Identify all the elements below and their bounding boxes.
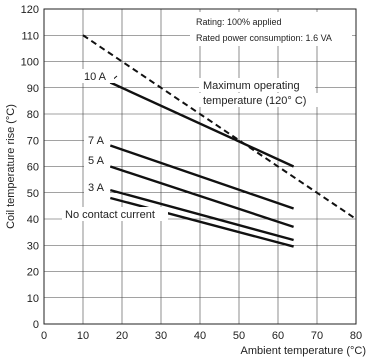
y-tick-label: 30	[27, 240, 39, 252]
series-line-4	[109, 196, 294, 248]
x-tick-label: 40	[194, 330, 206, 342]
annotation-backgrounds	[62, 69, 325, 221]
y-tick-label: 70	[27, 135, 39, 147]
series-line-0	[109, 81, 295, 168]
annotation-background	[84, 133, 110, 147]
rating-note-box	[190, 12, 352, 46]
plot-frame	[43, 8, 357, 325]
series-line-2	[109, 165, 294, 229]
x-tick-label: 20	[116, 330, 128, 342]
rating-note: Rating: 100% applied	[196, 17, 282, 27]
label-5a: 5 A	[88, 155, 105, 167]
label-max-operating-line2: temperature (120° C)	[203, 95, 306, 107]
x-tick-label: 60	[272, 330, 284, 342]
y-tick-label: 110	[21, 30, 39, 42]
series-line-5	[82, 34, 357, 220]
series-line-3	[109, 188, 294, 242]
y-tick-label: 40	[27, 214, 39, 226]
x-tick-label: 30	[155, 330, 167, 342]
y-tick-label: 90	[27, 83, 39, 95]
x-tick-label: 50	[233, 330, 245, 342]
x-axis-title: Ambient temperature (°C)	[241, 345, 366, 357]
x-tick-label: 10	[77, 330, 89, 342]
y-tick-label: 100	[21, 57, 39, 69]
label-max-operating-line1: Maximum operating	[203, 80, 300, 92]
y-tick-label: 0	[33, 319, 39, 331]
x-tick-label: 70	[311, 330, 323, 342]
annotation-background	[84, 153, 110, 167]
y-axis-title: Coil temperature rise (°C)	[5, 104, 17, 229]
power-consumption-note: Rated power consumption: 1.6 VA	[196, 33, 332, 43]
y-tick-label: 50	[27, 188, 39, 200]
x-tick-label: 80	[350, 330, 362, 342]
annotation-background	[62, 207, 168, 221]
label-3a: 3 A	[88, 182, 105, 194]
x-tick-label: 0	[41, 330, 47, 342]
tick-labels: 0 10 20 30 40 50 60 70 80 0 10 20 30 40 50 60 70 80 90 100 1…	[21, 4, 362, 342]
annotation-background	[199, 78, 315, 92]
annotation-background	[199, 93, 325, 107]
y-tick-label: 60	[27, 162, 39, 174]
label-no-contact-current: No contact current	[65, 209, 155, 221]
series-line-1	[109, 144, 294, 210]
annotation-background	[80, 69, 114, 83]
series-lines	[82, 34, 357, 248]
y-tick-label: 10	[27, 293, 39, 305]
y-tick-label: 20	[27, 267, 39, 279]
label-7a: 7 A	[88, 135, 105, 147]
y-tick-label: 120	[21, 4, 39, 16]
label-10a: 10 A	[84, 71, 107, 83]
y-tick-label: 80	[27, 109, 39, 121]
annotation-background	[84, 180, 110, 194]
